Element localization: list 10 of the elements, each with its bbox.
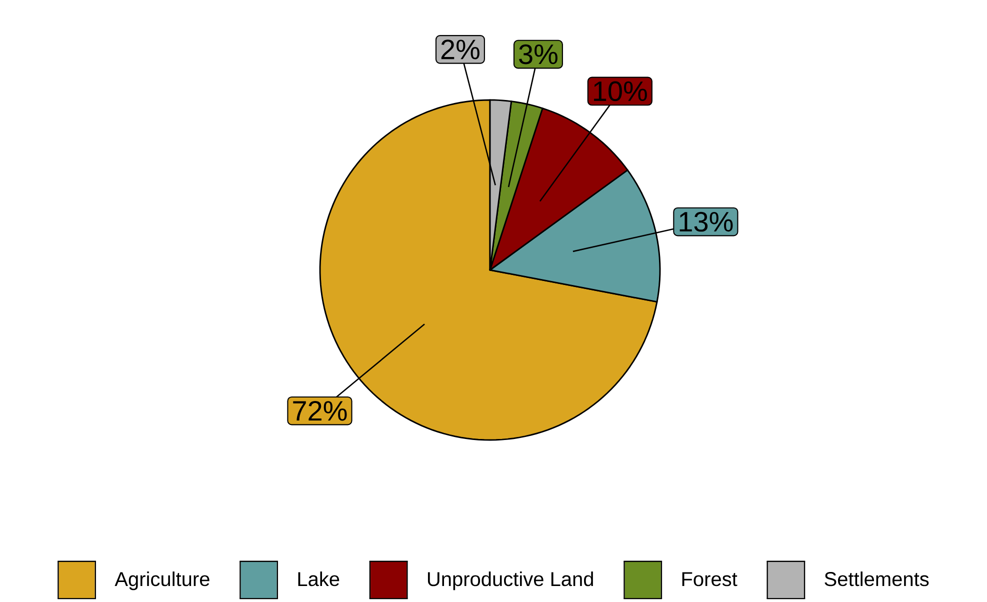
data-label: 3% [519, 44, 558, 64]
legend-label: Lake [298, 571, 340, 586]
data-label: 10% [594, 81, 647, 102]
legend-label: Forest [682, 572, 738, 586]
legend-label: Unproductive Land [428, 571, 593, 590]
legend-label: Settlements [824, 571, 929, 586]
data-label: 2% [441, 40, 480, 60]
data-label: 13% [680, 212, 733, 232]
legend-label: Agriculture [114, 571, 210, 590]
data-label: 72% [293, 400, 347, 421]
